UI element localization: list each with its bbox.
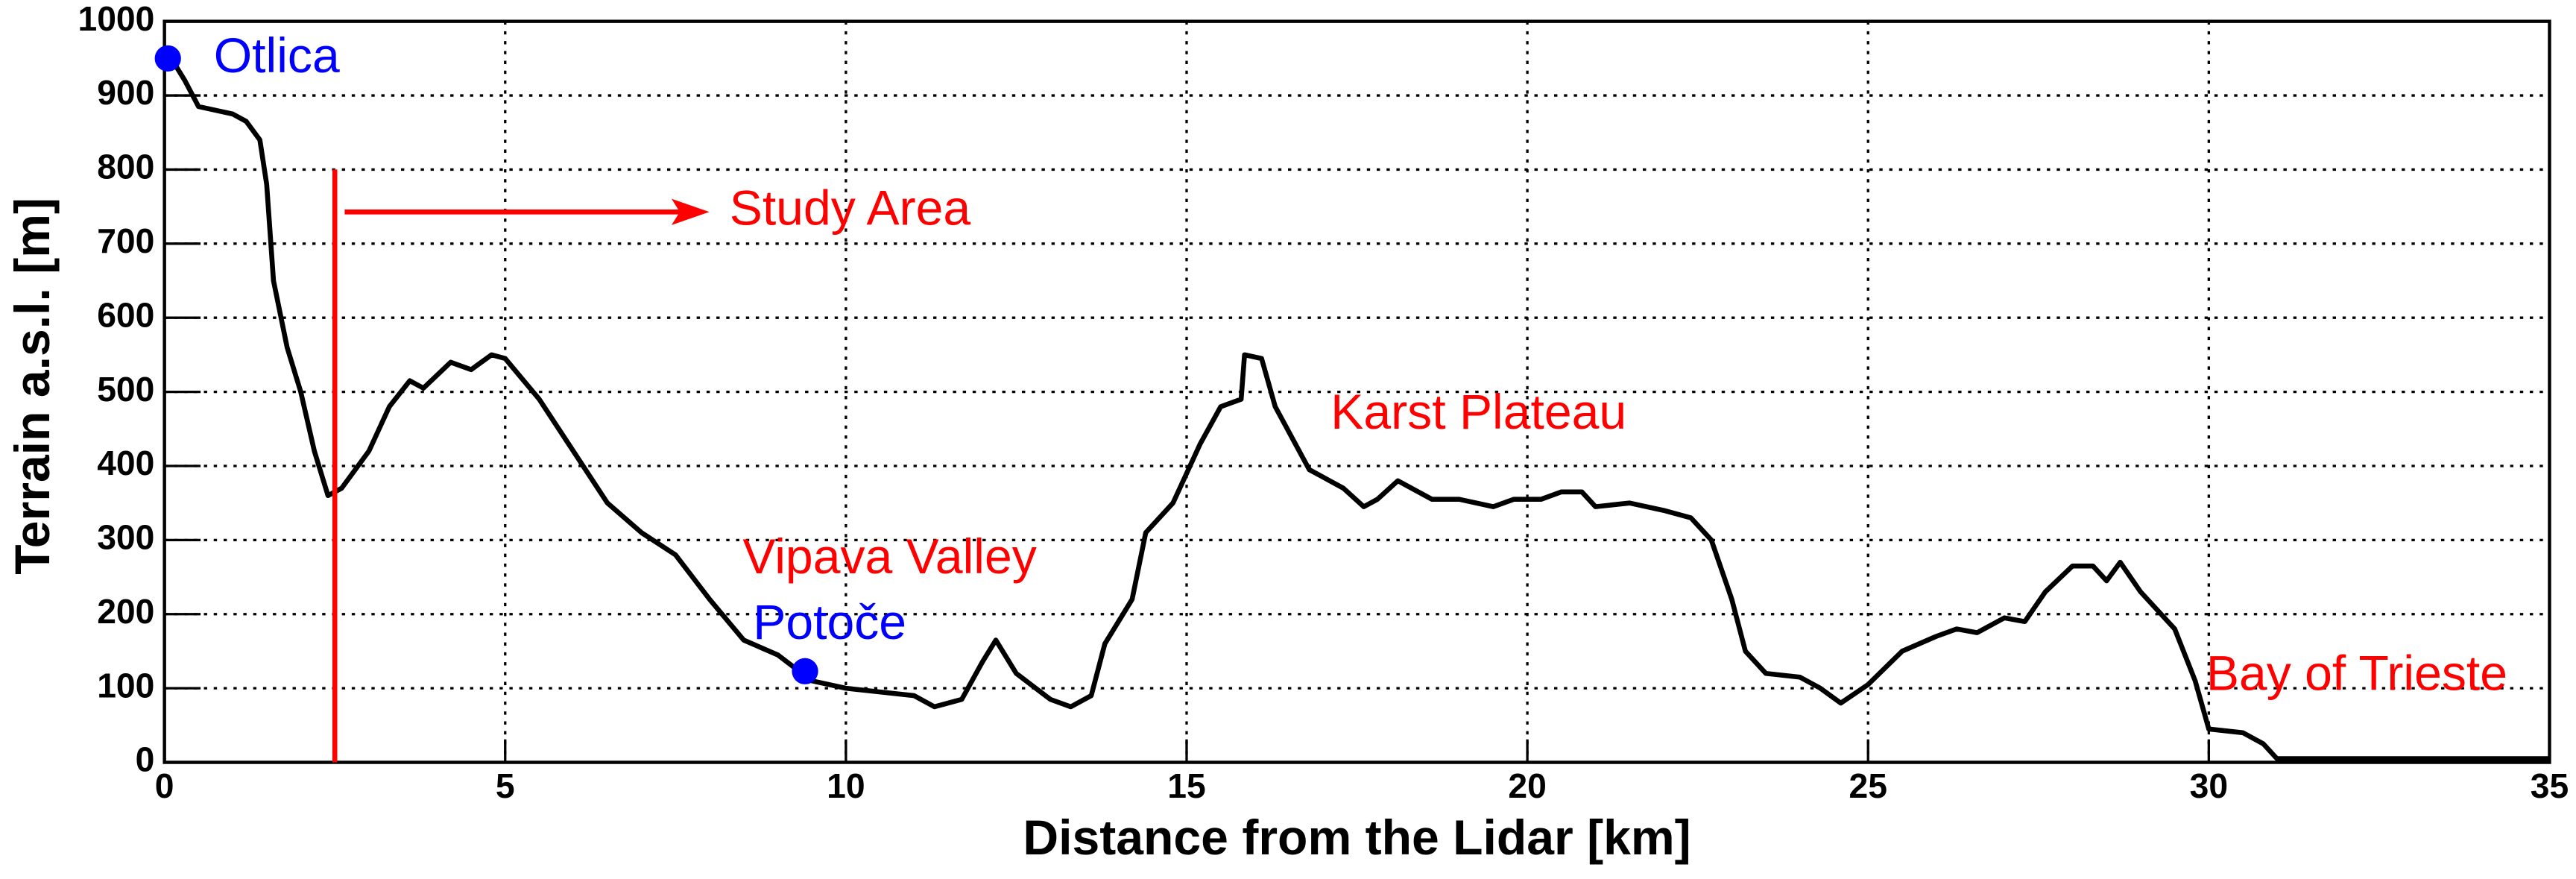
y-tick-label: 900: [97, 73, 154, 112]
y-tick-label: 100: [97, 666, 154, 705]
terrain-line: [168, 57, 2550, 761]
point-label: Potoče: [753, 595, 906, 650]
x-tick-label: 30: [2190, 766, 2228, 805]
x-tick-label: 25: [1849, 766, 1887, 805]
x-tick-label: 15: [1167, 766, 1205, 805]
x-tick-label: 20: [1508, 766, 1546, 805]
x-tick-label: 35: [2531, 766, 2569, 805]
y-tick-label: 1000: [78, 0, 154, 38]
y-tick-label: 800: [97, 148, 154, 186]
x-tick-label: 5: [496, 766, 515, 805]
y-tick-label: 600: [97, 295, 154, 334]
arrow-head: [671, 198, 710, 225]
y-tick-label: 700: [97, 221, 154, 260]
annotation: Karst Plateau: [1330, 385, 1626, 440]
annotation: Bay of Trieste: [2206, 646, 2507, 701]
x-tick-label: 10: [827, 766, 865, 805]
y-tick-label: 300: [97, 518, 154, 557]
x-axis-label: Distance from the Lidar [km]: [1023, 810, 1690, 866]
x-tick-label: 0: [155, 766, 174, 805]
study-area-label: Study Area: [730, 181, 971, 236]
point: [792, 658, 818, 684]
y-tick-label: 200: [97, 592, 154, 631]
y-tick-label: 400: [97, 444, 154, 482]
y-axis-label: Terrain a.s.l. [m]: [5, 198, 60, 575]
y-tick-label: 500: [97, 370, 154, 409]
y-tick-label: 0: [136, 740, 155, 779]
plot-frame: [162, 19, 2551, 764]
point: [154, 45, 181, 72]
point-label: Otlica: [214, 28, 340, 84]
annotation: Vipava Valley: [742, 529, 1036, 585]
